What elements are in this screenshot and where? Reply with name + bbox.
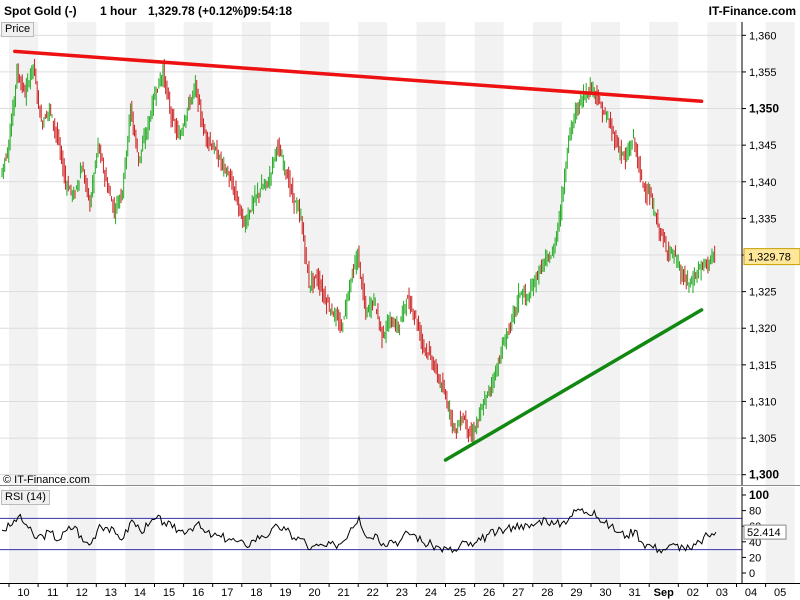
rsi-tick-label: 100 — [749, 488, 769, 502]
day-band — [67, 22, 97, 486]
price-panel-label: Price — [1, 22, 35, 37]
instrument-name: Spot Gold (-) — [4, 4, 77, 18]
date-tick-label: Sep — [654, 587, 674, 599]
rsi-panel-label: RSI (14) — [1, 490, 50, 505]
date-tick-label: 02 — [687, 587, 699, 599]
date-tick-label: 28 — [541, 587, 553, 599]
price-tick-label: 1,320 — [749, 323, 777, 335]
day-band — [125, 22, 155, 486]
date-tick-label: 10 — [17, 587, 29, 599]
day-band — [300, 22, 330, 486]
copyright: © IT-Finance.com — [3, 474, 90, 486]
resistance-trendline — [13, 49, 704, 103]
timeframe[interactable]: 1 hour — [100, 4, 137, 18]
site-name: IT-Finance.com — [708, 4, 796, 18]
date-tick-label: 04 — [745, 587, 757, 599]
day-band — [300, 487, 330, 583]
date-tick-label: 11 — [47, 587, 58, 599]
rsi-tick-label: 0 — [749, 568, 755, 580]
rsi-line — [1, 508, 717, 554]
price-tick-label: 1,360 — [749, 30, 777, 42]
day-band — [649, 487, 679, 583]
date-tick-label: 23 — [396, 587, 408, 599]
price-tick-label: 1,345 — [749, 140, 777, 152]
date-tick-label: 25 — [454, 587, 466, 599]
date-tick-label: 03 — [716, 587, 728, 599]
date-tick-label: 12 — [76, 587, 88, 599]
time: 09:54:18 — [244, 4, 293, 18]
date-tick-label: 30 — [599, 587, 611, 599]
day-band — [125, 487, 155, 583]
last-price-tag: 1,329.78 — [748, 252, 791, 264]
date-tick-label: 18 — [250, 587, 262, 599]
price-tick-label: 1,315 — [749, 360, 777, 372]
price-tick-label: 1,350 — [749, 102, 779, 116]
rsi-tick-label: 40 — [749, 537, 761, 549]
day-band — [591, 487, 621, 583]
price-tick-label: 1,335 — [749, 213, 777, 225]
price-tick-label: 1,325 — [749, 287, 777, 299]
price-chart: 1,3001,3051,3101,3151,3201,3251,3301,335… — [0, 22, 800, 486]
price-tick-label: 1,355 — [749, 67, 777, 79]
day-band — [241, 22, 271, 486]
date-tick-label: 15 — [163, 587, 175, 599]
date-tick-label: 21 — [338, 587, 350, 599]
day-band — [67, 487, 97, 583]
quote: 1,329.78 (+0.12%) — [148, 4, 248, 18]
day-band — [416, 22, 446, 486]
rsi-value-tag: 52.414 — [747, 527, 781, 539]
day-band — [474, 487, 504, 583]
rsi-chart: 02040608010052.414 — [0, 487, 795, 583]
day-band — [416, 487, 446, 583]
date-tick-label: 24 — [425, 587, 437, 599]
date-tick-label: 17 — [221, 587, 233, 599]
date-tick-label: 27 — [512, 587, 524, 599]
price-tick-label: 1,340 — [749, 177, 777, 189]
support-trendline — [443, 308, 704, 462]
day-band — [358, 487, 388, 583]
rsi-tick-label: 80 — [749, 506, 761, 518]
last-price-tag-bg — [743, 248, 800, 266]
day-band — [183, 487, 213, 583]
date-tick-label: 20 — [308, 587, 320, 599]
date-tick-label: 29 — [570, 587, 582, 599]
date-tick-label: 19 — [279, 587, 291, 599]
chart-header: Spot Gold (-) 1 hour 1,329.78 (+0.12%) 0… — [0, 0, 800, 22]
rsi-tick-label: 20 — [749, 552, 761, 564]
price-tick-label: 1,300 — [749, 468, 779, 482]
date-tick-label: 14 — [134, 587, 146, 599]
rsi-value-tag-bg — [743, 524, 787, 540]
price-tick-label: 1,305 — [749, 433, 777, 445]
price-tick-label: 1,310 — [749, 396, 777, 408]
date-axis: 10 11 12 13 14 15 16 17 18 19 20 21 22 23 24 25 26 27 28 29… — [0, 583, 800, 599]
date-tick-label: 22 — [367, 587, 379, 599]
day-band — [532, 487, 562, 583]
day-band — [241, 487, 271, 583]
date-tick-label: 13 — [105, 587, 117, 599]
day-band — [358, 22, 388, 486]
date-tick-label: 05 — [774, 587, 786, 599]
date-tick-label: 31 — [629, 587, 641, 599]
day-band — [707, 487, 737, 583]
date-tick-label: 26 — [483, 587, 495, 599]
date-tick-label: 16 — [192, 587, 204, 599]
